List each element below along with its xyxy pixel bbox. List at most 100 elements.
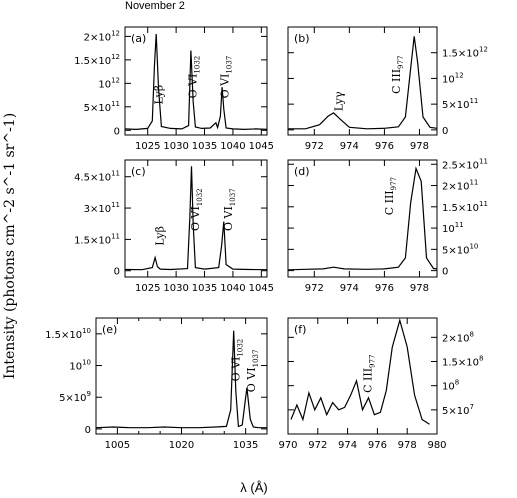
y-tick-exponent: 9 bbox=[87, 390, 91, 398]
y-tick-label: 2.5×1011 bbox=[442, 157, 488, 171]
series-line bbox=[124, 33, 268, 131]
y-tick-label: 108 bbox=[442, 379, 459, 393]
line-annotation: C III977 bbox=[361, 355, 376, 393]
x-tick-label: 1040 bbox=[220, 283, 245, 294]
x-tick-label: 1035 bbox=[233, 440, 258, 451]
y-tick-exponent: 12 bbox=[111, 29, 120, 37]
panel-label: (b) bbox=[294, 32, 310, 45]
y-tick-label: 2×1012 bbox=[84, 29, 120, 43]
line-annotation: O VI1032 bbox=[189, 188, 204, 231]
x-tick-label: 978 bbox=[410, 141, 429, 152]
x-tick-label: 978 bbox=[410, 283, 429, 294]
x-tick-label: 1030 bbox=[163, 283, 188, 294]
annotation-main: O VI bbox=[230, 357, 243, 382]
y-tick-label: 1012 bbox=[442, 71, 464, 85]
y-tick-label: 1.5×1010 bbox=[45, 327, 91, 341]
x-tick-label: 970 bbox=[278, 440, 297, 451]
y-tick-exponent: 10 bbox=[82, 359, 91, 367]
y-tick-label: 5×109 bbox=[59, 390, 91, 404]
annotation-subscript: 977 bbox=[397, 56, 405, 69]
y-tick-label: 1.5×1012 bbox=[442, 46, 488, 60]
y-tick-label: 1.5×1011 bbox=[442, 200, 488, 214]
y-tick-label: 2×1011 bbox=[442, 179, 478, 193]
y-tick-mantissa: 5×10 bbox=[442, 245, 469, 256]
line-annotation: O VI1032 bbox=[230, 339, 245, 382]
y-tick-exponent: 8 bbox=[455, 379, 459, 387]
panel-frame bbox=[124, 159, 268, 278]
annotation-main: O VI bbox=[245, 367, 258, 392]
x-tick-label: 1025 bbox=[135, 141, 160, 152]
y-tick-label: 1012 bbox=[98, 76, 120, 90]
x-tick-label: 1035 bbox=[192, 141, 217, 152]
series-line bbox=[287, 166, 438, 271]
y-tick-exponent: 11 bbox=[479, 200, 488, 208]
y-tick-mantissa: 2.5×10 bbox=[442, 160, 479, 171]
y-tick-label: 0 bbox=[85, 425, 91, 436]
line-annotation: O VI1032 bbox=[187, 56, 202, 99]
line-annotation: O VI1037 bbox=[218, 56, 233, 99]
y-tick-mantissa: 1.5×10 bbox=[45, 330, 82, 341]
y-tick-exponent: 11 bbox=[469, 97, 478, 105]
y-tick-label: 1.5×108 bbox=[442, 355, 483, 369]
x-tick-label: 974 bbox=[338, 440, 357, 451]
series-line bbox=[290, 318, 430, 425]
annotation-main: O VI bbox=[189, 206, 202, 231]
y-tick-exponent: 12 bbox=[111, 76, 120, 84]
annotation-main: O VI bbox=[187, 74, 200, 99]
y-tick-label: 3×1011 bbox=[84, 201, 120, 215]
y-tick-exponent: 10 bbox=[82, 327, 91, 335]
annotation-subscript: 977 bbox=[368, 355, 376, 368]
y-tick-mantissa: 0 bbox=[442, 126, 448, 137]
y-tick-exponent: 8 bbox=[469, 330, 473, 338]
x-tick-label: 972 bbox=[308, 440, 327, 451]
annotation-subscript: 1037 bbox=[225, 56, 233, 74]
y-tick-mantissa: 0 bbox=[114, 126, 120, 137]
annotation-main: Lyβ bbox=[154, 226, 167, 246]
y-tick-label: 0 bbox=[114, 126, 120, 137]
y-tick-mantissa: 3×10 bbox=[84, 204, 111, 215]
y-tick-exponent: 11 bbox=[479, 157, 488, 165]
y-tick-mantissa: 0 bbox=[442, 267, 448, 278]
y-tick-label: 5×1011 bbox=[442, 97, 478, 111]
y-tick-label: 5×1010 bbox=[442, 242, 478, 256]
panel-label: (e) bbox=[102, 323, 117, 336]
x-tick-label: 1025 bbox=[135, 283, 160, 294]
annotation-subscript: 1037 bbox=[252, 350, 260, 368]
y-tick-mantissa: 1.5×10 bbox=[74, 56, 111, 67]
y-tick-mantissa: 2×10 bbox=[442, 333, 469, 344]
x-tick-label: 1030 bbox=[163, 141, 188, 152]
y-tick-mantissa: 1.5×10 bbox=[442, 203, 479, 214]
y-tick-mantissa: 4.5×10 bbox=[74, 173, 111, 184]
x-tick-label: 976 bbox=[375, 141, 394, 152]
figure-x-label: λ (Å) bbox=[240, 480, 267, 495]
x-tick-label: 980 bbox=[427, 440, 446, 451]
x-tick-label: 974 bbox=[340, 283, 359, 294]
y-tick-label: 1.5×1012 bbox=[74, 53, 120, 67]
y-tick-exponent: 11 bbox=[111, 170, 120, 178]
annotation-main: C III bbox=[383, 190, 396, 215]
annotation-subscript: 1032 bbox=[196, 188, 204, 206]
panel-label: (f) bbox=[294, 323, 306, 336]
line-annotation: O VI1037 bbox=[222, 188, 237, 231]
panel-frame bbox=[287, 26, 438, 136]
y-tick-mantissa: 1.5×10 bbox=[74, 235, 111, 246]
y-tick-mantissa: 1.5×10 bbox=[442, 358, 479, 369]
annotation-main: O VI bbox=[218, 74, 231, 99]
annotation-main: Lyβ bbox=[153, 85, 166, 105]
y-tick-mantissa: 10 bbox=[98, 79, 111, 90]
x-tick-label: 978 bbox=[398, 440, 417, 451]
y-tick-mantissa: 5×10 bbox=[442, 406, 469, 417]
y-tick-label: 1011 bbox=[442, 221, 464, 235]
y-tick-label: 0 bbox=[114, 267, 120, 278]
y-tick-label: 0 bbox=[442, 267, 448, 278]
x-tick-label: 1035 bbox=[192, 283, 217, 294]
figure-y-label: Intensity (photons cm^-2 s^-1 sr^-1) bbox=[2, 113, 18, 379]
y-tick-mantissa: 1.5×10 bbox=[442, 49, 479, 60]
y-tick-label: 5×107 bbox=[442, 403, 474, 417]
line-annotation: Lyγ bbox=[332, 91, 345, 111]
line-annotation: C III977 bbox=[390, 56, 405, 94]
annotation-main: O VI bbox=[222, 206, 235, 231]
y-tick-exponent: 11 bbox=[455, 221, 464, 229]
